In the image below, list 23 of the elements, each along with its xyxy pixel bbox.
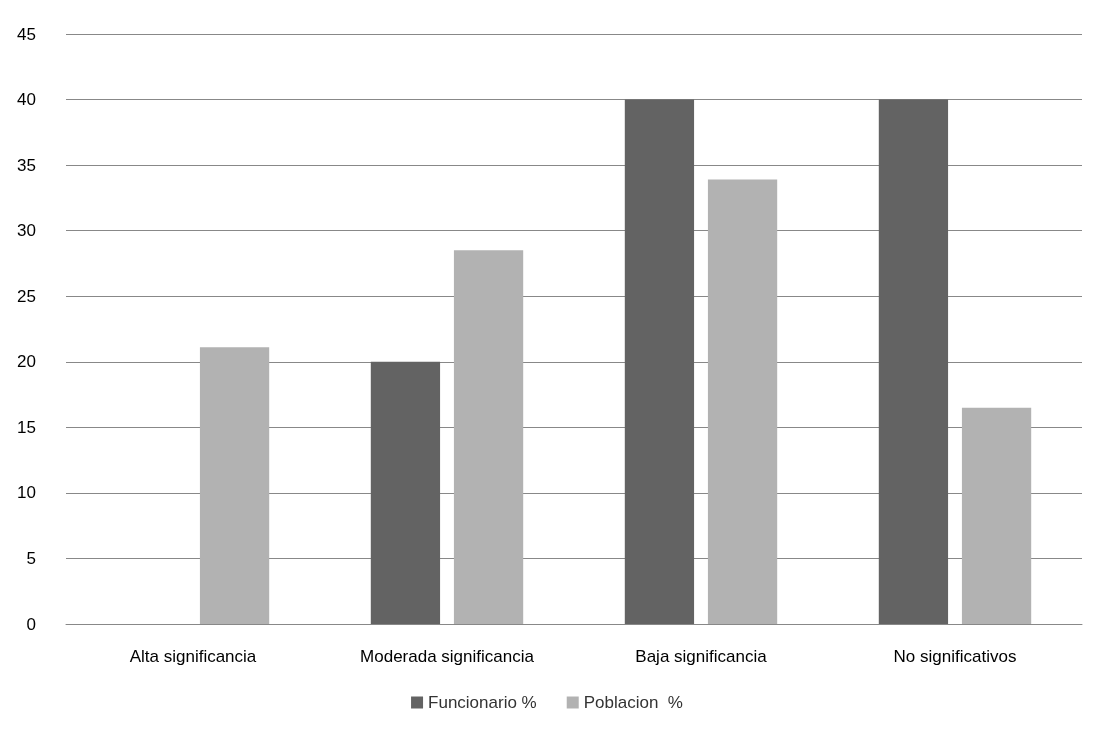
y-tick-label: 45: [17, 24, 36, 44]
legend-label: Funcionario %: [428, 693, 537, 712]
y-tick-label: 20: [17, 352, 36, 372]
x-tick-label: Baja significancia: [635, 647, 768, 666]
y-tick-label: 35: [17, 155, 36, 175]
bar: [961, 407, 1032, 624]
legend-label: Poblacion %: [583, 693, 683, 712]
x-tick-label: Moderada significancia: [360, 647, 535, 666]
y-tick-label: 30: [17, 221, 36, 241]
bar: [707, 179, 778, 624]
y-tick-label: 25: [17, 286, 36, 306]
bar: [199, 347, 270, 624]
y-tick-label: 5: [26, 548, 36, 568]
y-tick-label: 40: [17, 90, 36, 110]
bar: [624, 99, 695, 624]
y-tick-label: 0: [26, 614, 36, 634]
bar: [370, 361, 441, 624]
bar: [453, 250, 524, 624]
y-tick-label: 15: [17, 417, 36, 437]
x-tick-label: No significativos: [893, 647, 1017, 666]
bar: [878, 99, 949, 624]
x-tick-label: Alta significancia: [129, 647, 257, 666]
y-tick-label: 10: [17, 483, 36, 503]
